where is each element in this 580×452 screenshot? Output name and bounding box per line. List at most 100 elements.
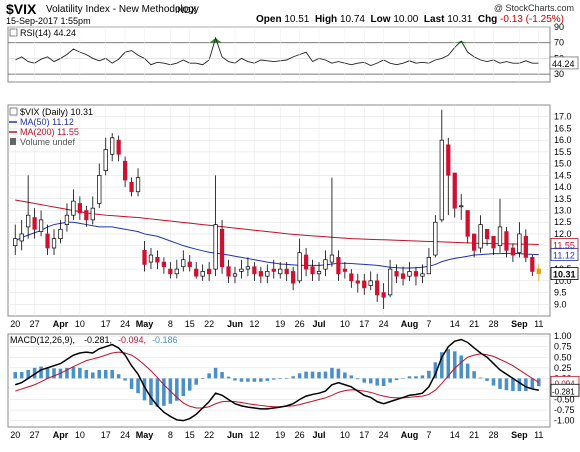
price-value-tag-label: 11.12 bbox=[553, 251, 575, 261]
candle bbox=[478, 224, 483, 249]
candle bbox=[400, 273, 406, 279]
candle bbox=[252, 266, 257, 275]
candle bbox=[58, 228, 63, 239]
macd-x-label: 10 bbox=[340, 430, 350, 440]
macd-histogram-bar bbox=[155, 378, 160, 407]
candle bbox=[413, 271, 419, 277]
price-legend-item: MA(50) 11.12 bbox=[20, 117, 74, 127]
price-tick-label: 9.0 bbox=[554, 299, 567, 309]
macd-histogram-bar bbox=[162, 378, 166, 406]
price-x-label: 22 bbox=[204, 319, 214, 329]
symbol: $VIX bbox=[6, 1, 37, 17]
price-x-label: Sep bbox=[511, 319, 528, 329]
candle bbox=[316, 271, 322, 275]
candle bbox=[45, 233, 50, 249]
macd-histogram-bar bbox=[123, 378, 127, 381]
macd-histogram-bar bbox=[239, 378, 244, 382]
macd-histogram-bar bbox=[511, 378, 515, 392]
macd-histogram-bar bbox=[226, 376, 231, 379]
candle bbox=[310, 266, 315, 275]
candle bbox=[174, 268, 179, 275]
rsi-last-value: 44.24 bbox=[552, 59, 575, 69]
macd-x-label: 10 bbox=[75, 430, 85, 440]
macd-histogram-bar bbox=[91, 372, 95, 379]
candle bbox=[26, 214, 31, 228]
macd-histogram-bar bbox=[175, 378, 179, 401]
candle bbox=[472, 233, 477, 251]
macd-histogram-bar bbox=[181, 378, 186, 397]
macd-histogram-bar bbox=[220, 372, 224, 379]
price-x-label: 14 bbox=[450, 319, 460, 329]
macd-histogram-bar bbox=[297, 373, 302, 379]
macd-x-label: 20 bbox=[10, 430, 20, 440]
price-x-label: 15 bbox=[185, 319, 195, 329]
date-time: 15-Sep-2017 1:55pm bbox=[6, 16, 91, 26]
price-x-label: 24 bbox=[120, 319, 130, 329]
macd-x-label: Aug bbox=[401, 430, 419, 440]
macd-histogram-bar bbox=[103, 369, 108, 379]
macd-value-tag-label: -0.094 bbox=[552, 379, 575, 388]
candle bbox=[219, 228, 225, 268]
price-x-label: 17 bbox=[101, 319, 111, 329]
macd-value-tag-label: -0.281 bbox=[552, 387, 575, 396]
ma50-line bbox=[14, 221, 539, 269]
macd-histogram-bar bbox=[394, 378, 399, 381]
candle bbox=[504, 231, 509, 251]
high-value: 10.74 bbox=[339, 14, 365, 25]
macd-histogram-bar bbox=[71, 366, 76, 379]
candle bbox=[194, 268, 199, 277]
candle bbox=[452, 172, 457, 209]
price-x-label: 11 bbox=[534, 319, 543, 329]
macd-histogram-bar bbox=[278, 378, 283, 379]
candle bbox=[362, 280, 367, 289]
rsi-tick-label: 70 bbox=[554, 38, 564, 48]
stockcharts-logo[interactable]: @ StockCharts.com bbox=[493, 3, 574, 13]
macd-histogram-bar bbox=[472, 371, 476, 379]
macd-x-label: 15 bbox=[185, 430, 195, 440]
macd-histogram-bar bbox=[381, 378, 386, 386]
macd-value-tag bbox=[550, 383, 580, 397]
macd-histogram-bar bbox=[310, 371, 315, 379]
price-x-label: 26 bbox=[295, 319, 305, 329]
candle bbox=[446, 144, 451, 176]
price-value-tag-label: 10.31 bbox=[553, 270, 576, 280]
candle bbox=[142, 250, 147, 265]
macd-histogram-bar bbox=[39, 366, 43, 379]
macd-histogram-bar bbox=[136, 378, 140, 394]
candle bbox=[426, 257, 432, 275]
candle bbox=[135, 177, 141, 193]
macd-histogram-bar bbox=[97, 369, 102, 379]
macd-histogram-bar bbox=[452, 351, 457, 379]
macd-x-label: 24 bbox=[379, 430, 389, 440]
macd-histogram-bar bbox=[291, 376, 295, 379]
macd-legend-item: -0.094, bbox=[118, 335, 146, 345]
candle bbox=[349, 273, 354, 282]
candle bbox=[13, 238, 18, 247]
candle bbox=[103, 149, 108, 171]
macd-x-label: Jun bbox=[227, 430, 243, 440]
macd-x-label: 8 bbox=[168, 430, 173, 440]
candle bbox=[84, 210, 89, 221]
price-legend-swatch bbox=[9, 107, 18, 116]
candle bbox=[510, 247, 516, 256]
price-tick-label: 9.5 bbox=[554, 288, 567, 298]
price-x-label: 17 bbox=[359, 319, 369, 329]
price-x-label: 28 bbox=[489, 319, 499, 329]
macd-histogram-bar bbox=[504, 378, 509, 391]
macd-legend-item: -0.281, bbox=[84, 335, 112, 345]
macd-tick-label: 1.00 bbox=[554, 331, 572, 341]
macd-histogram-bar bbox=[317, 372, 321, 379]
macd-histogram-bar bbox=[368, 378, 373, 384]
price-x-label: May bbox=[136, 319, 154, 329]
high-label: High bbox=[314, 14, 338, 25]
macd-histogram-bar bbox=[194, 378, 198, 385]
price-tick-label: 14.5 bbox=[554, 170, 572, 180]
candle bbox=[148, 254, 154, 263]
price-legend-item: $VIX (Daily) 10.31 bbox=[20, 107, 93, 117]
macd-histogram-bar bbox=[200, 378, 205, 379]
price-x-label: 12 bbox=[249, 319, 259, 329]
macd-histogram-bar bbox=[336, 368, 341, 379]
macd-histogram-bar bbox=[284, 377, 289, 379]
macd-tick-label: -0.50 bbox=[554, 395, 575, 405]
